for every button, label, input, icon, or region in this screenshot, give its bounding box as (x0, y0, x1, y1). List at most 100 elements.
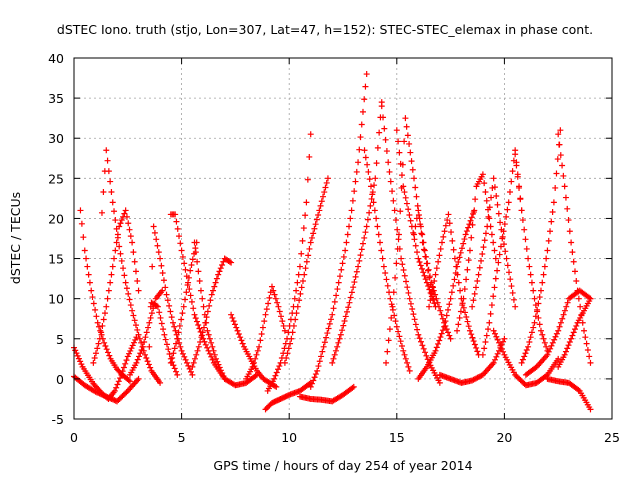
data-point (462, 231, 469, 238)
data-point (113, 239, 120, 246)
data-point (491, 284, 498, 291)
data-point (463, 276, 470, 283)
data-point (275, 366, 282, 373)
data-point (307, 131, 314, 138)
data-point (465, 224, 472, 231)
data-point (390, 197, 397, 204)
data-point (505, 199, 512, 206)
data-point (469, 334, 476, 341)
data-series (329, 99, 385, 366)
data-point (108, 188, 115, 195)
data-point (174, 335, 181, 342)
data-point (147, 364, 154, 371)
data-point (343, 239, 350, 246)
data-point (528, 279, 535, 286)
data-point (454, 271, 461, 278)
data-point (560, 311, 567, 318)
data-point (454, 327, 461, 334)
data-point (418, 338, 425, 345)
data-point (150, 223, 157, 230)
data-point (409, 305, 416, 312)
data-series (281, 175, 331, 366)
data-point (451, 255, 458, 262)
data-point (415, 331, 422, 338)
data-point (180, 303, 187, 310)
data-point (114, 234, 121, 241)
data-point (90, 300, 97, 307)
data-point (271, 291, 278, 298)
data-point (458, 245, 465, 252)
data-point (412, 321, 419, 328)
data-point (166, 351, 173, 358)
data-point (587, 295, 594, 302)
data-point (334, 343, 341, 350)
data-point (543, 372, 550, 379)
data-point (525, 255, 532, 262)
data-point (124, 353, 131, 360)
data-point (344, 231, 351, 238)
data-series (189, 255, 235, 370)
data-point (423, 352, 430, 359)
data-point (482, 338, 489, 345)
data-series (167, 211, 228, 382)
data-point (472, 284, 479, 291)
data-point (492, 255, 499, 262)
data-point (579, 319, 586, 326)
data-point (400, 183, 407, 190)
data-point (479, 351, 486, 358)
data-point (143, 329, 150, 336)
data-point (423, 253, 430, 260)
data-point (213, 275, 220, 282)
data-point (359, 240, 366, 247)
data-point (518, 207, 525, 214)
data-point (520, 379, 527, 386)
data-point (173, 218, 180, 225)
data-point (161, 331, 168, 338)
data-point (419, 265, 426, 272)
data-point (396, 149, 403, 156)
data-point (393, 127, 400, 134)
data-point (385, 337, 392, 344)
data-series (77, 207, 133, 385)
data-point (153, 236, 160, 243)
data-point (479, 250, 486, 257)
data-point (569, 332, 576, 339)
data-point (460, 295, 467, 302)
data-point (527, 334, 534, 341)
data-point (406, 212, 413, 219)
data-point (478, 257, 485, 264)
data-point (512, 151, 519, 158)
data-point (142, 351, 149, 358)
data-point (294, 303, 301, 310)
data-point (107, 178, 114, 185)
data-point (273, 383, 280, 390)
data-point (109, 263, 116, 270)
data-point (123, 357, 130, 364)
data-point (195, 268, 202, 275)
data-point (149, 263, 156, 270)
data-point (95, 323, 102, 330)
data-point (72, 347, 79, 354)
data-point (530, 324, 537, 331)
data-point (539, 331, 546, 338)
data-series (361, 147, 413, 374)
data-point (428, 279, 435, 286)
data-point (256, 343, 263, 350)
data-point (127, 233, 134, 240)
data-point (514, 173, 521, 180)
data-point (273, 369, 280, 376)
data-series (490, 327, 562, 389)
data-series (522, 287, 594, 378)
data-point (568, 335, 575, 342)
data-point (537, 327, 544, 334)
data-point (419, 342, 426, 349)
data-point (435, 303, 442, 310)
data-point (185, 362, 192, 369)
data-point (372, 175, 379, 182)
data-point (432, 347, 439, 354)
data-point (281, 359, 288, 366)
data-point (566, 338, 573, 345)
data-point (191, 239, 198, 246)
data-point (312, 221, 319, 228)
data-point (97, 391, 104, 398)
